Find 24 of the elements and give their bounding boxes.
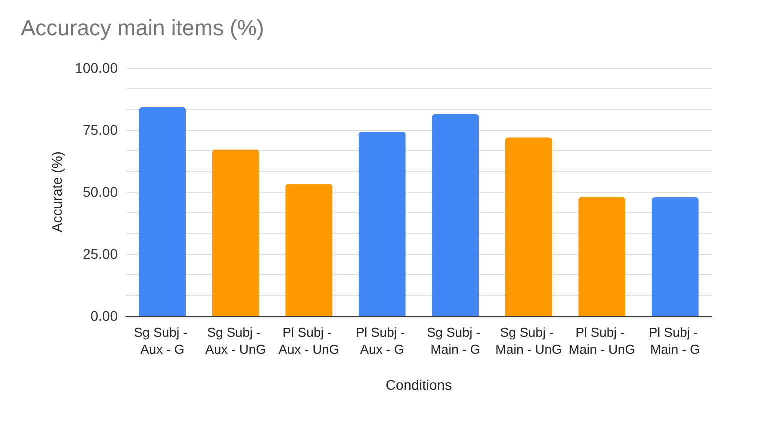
y-tick-label: 25.00 <box>82 246 118 262</box>
x-tick-label: Pl Subj - Aux - UnG <box>278 325 340 357</box>
bar <box>652 197 699 316</box>
x-tick-label: Sg Subj - Main - UnG <box>496 325 562 357</box>
bar <box>432 114 480 316</box>
x-tick-label: Pl Subj - Aux - G <box>356 325 409 357</box>
bar <box>212 150 260 316</box>
bar <box>358 132 406 316</box>
y-tick-label: 50.00 <box>82 184 118 200</box>
x-tick-label: Pl Subj - Main - G <box>649 325 702 357</box>
y-tick-label: 100.00 <box>75 60 118 76</box>
x-axis-title: Conditions <box>386 377 452 393</box>
bar <box>139 107 186 316</box>
y-axis-title: Accurate (%) <box>49 152 65 232</box>
x-tick-label: Sg Subj - Aux - G <box>134 325 192 357</box>
y-tick-label: 75.00 <box>82 122 118 138</box>
x-tick-label: Pl Subj - Main - UnG <box>568 325 636 357</box>
bar <box>286 184 333 316</box>
y-tick-label: 0.00 <box>90 308 118 324</box>
x-tick-label: Sg Subj - Aux - UnG <box>206 325 266 357</box>
bar <box>578 197 626 316</box>
bar <box>505 138 552 316</box>
x-tick-label: Sg Subj - Main - G <box>427 325 484 357</box>
chart-title: Accuracy main items (%) <box>21 16 264 40</box>
